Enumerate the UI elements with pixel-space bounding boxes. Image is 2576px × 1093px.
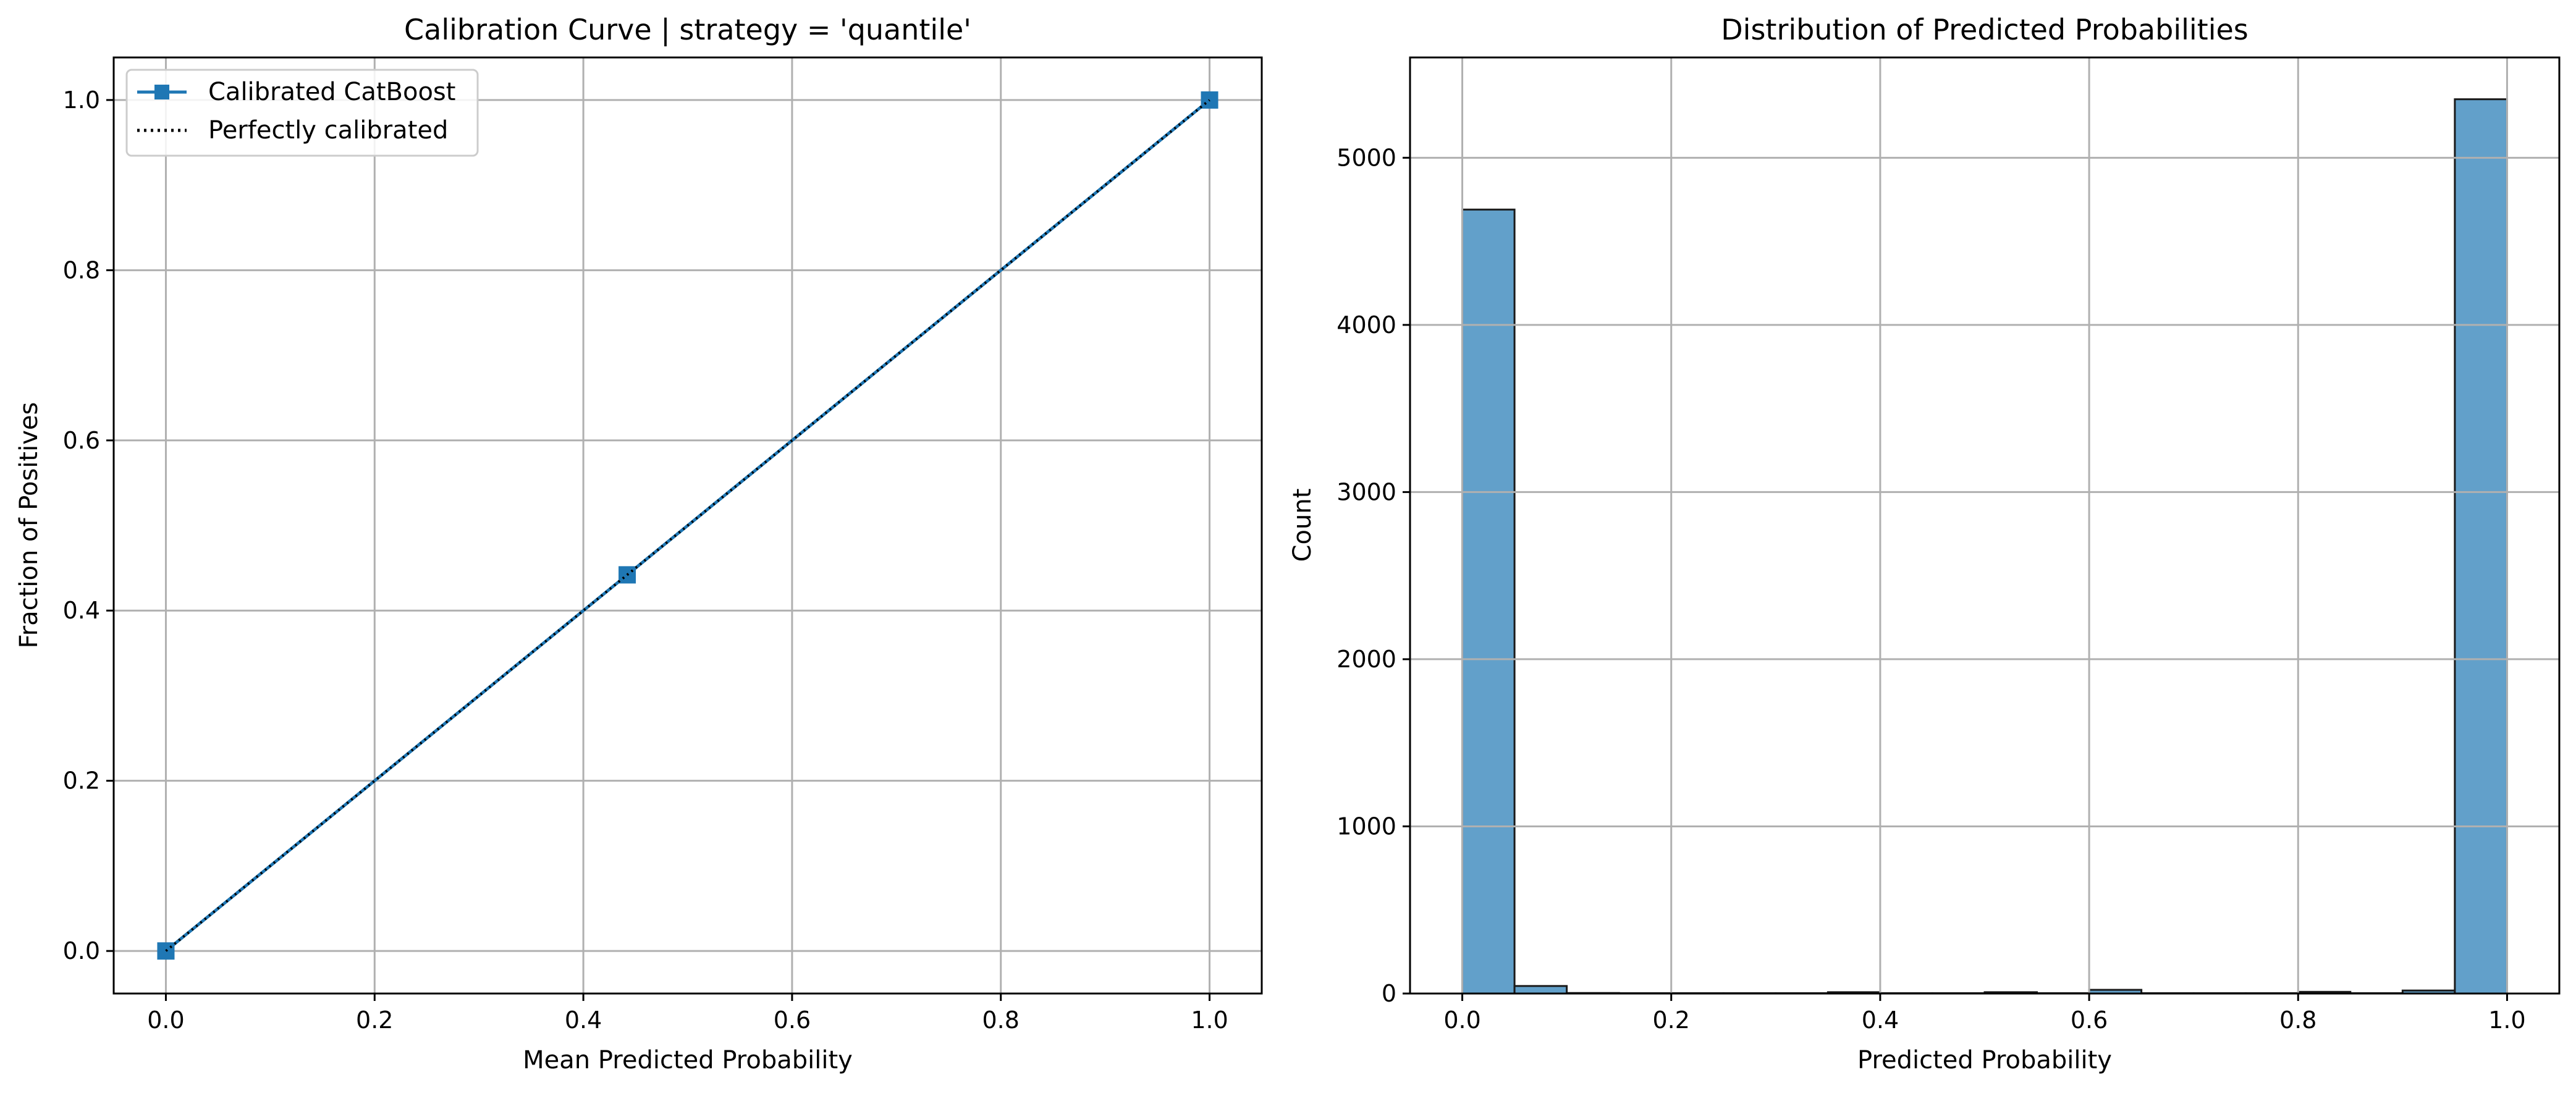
x-tick-label: 0.6 [774,1006,811,1034]
calibrated-catboost-point [1201,91,1218,109]
x-tick-label: 1.0 [1191,1006,1228,1034]
x-tick-label: 0.4 [565,1006,602,1034]
histogram-y-ticks: 0 1000 2000 3000 4000 5000 [1337,144,1410,1007]
x-tick-label: 0.0 [147,1006,184,1034]
calibration-x-ticks: 0.0 0.2 0.4 0.6 0.8 1.0 [147,994,1228,1034]
y-tick-label: 0.0 [63,937,100,964]
y-tick-label: 0.8 [63,256,100,284]
x-tick-label: 0.8 [2279,1006,2316,1034]
y-tick-label: 0 [1382,980,1396,1007]
x-tick-label: 1.0 [2488,1006,2525,1034]
calibration-series [157,91,1218,960]
histogram-x-ticks: 0.0 0.2 0.4 0.6 0.8 1.0 [1443,994,2526,1034]
y-tick-label: 0.4 [63,597,100,624]
y-tick-label: 0.6 [63,427,100,454]
y-tick-label: 1000 [1337,812,1396,840]
calibration-x-axis-label: Mean Predicted Probability [523,1046,853,1074]
x-tick-label: 0.0 [1443,1006,1480,1034]
calibration-grid [114,57,1262,994]
legend-label-calibrated: Calibrated CatBoost [208,78,455,106]
histogram-bar [2454,98,2508,995]
histogram-x-axis-label: Predicted Probability [1857,1046,2112,1074]
x-tick-label: 0.4 [1862,1006,1899,1034]
calibration-y-ticks: 0.0 0.2 0.4 0.6 0.8 1.0 [63,87,114,964]
perfectly-calibrated-line [165,99,1210,952]
legend-label-perfect: Perfectly calibrated [208,116,448,145]
legend-marker-square [154,85,169,99]
histogram-y-axis-label: Count [1288,489,1317,562]
x-tick-label: 0.2 [1653,1006,1690,1034]
histogram-bar [1461,208,1516,995]
calibration-chart: Calibration Curve | strategy = 'quantile… [15,13,1263,1074]
histogram-title: Distribution of Predicted Probabilities [1721,13,2249,46]
y-tick-label: 1.0 [63,87,100,114]
y-tick-label: 4000 [1337,311,1396,339]
x-tick-label: 0.8 [982,1006,1020,1034]
calibration-legend: Calibrated CatBoost Perfectly calibrated [125,69,479,157]
y-tick-label: 5000 [1337,144,1396,171]
legend-box [125,69,479,157]
calibration-chart-title: Calibration Curve | strategy = 'quantile… [404,13,971,47]
histogram-axes-frame [1409,56,2561,995]
histogram-bar [1513,985,1568,995]
histogram-bars [1461,98,2508,995]
probability-histogram: Distribution of Predicted Probabilities … [1288,13,2561,1074]
calibration-axes-frame [112,56,1263,995]
y-tick-label: 0.2 [63,767,100,795]
calibration-y-axis-label: Fraction of Positives [15,402,43,649]
y-tick-label: 2000 [1337,646,1396,673]
x-tick-label: 0.2 [356,1006,393,1034]
x-tick-label: 0.6 [2071,1006,2108,1034]
y-tick-label: 3000 [1337,478,1396,505]
calibrated-catboost-point [157,942,175,960]
